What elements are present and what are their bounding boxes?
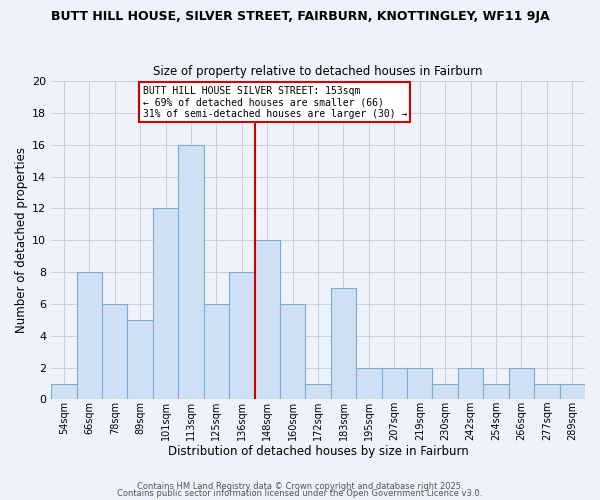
Bar	[102, 304, 127, 400]
Bar	[534, 384, 560, 400]
Bar	[178, 144, 203, 400]
Text: Contains HM Land Registry data © Crown copyright and database right 2025.: Contains HM Land Registry data © Crown c…	[137, 482, 463, 491]
Bar	[433, 384, 458, 400]
Bar	[254, 240, 280, 400]
Bar	[280, 304, 305, 400]
Text: BUTT HILL HOUSE SILVER STREET: 153sqm
← 69% of detached houses are smaller (66)
: BUTT HILL HOUSE SILVER STREET: 153sqm ← …	[143, 86, 407, 119]
Text: BUTT HILL HOUSE, SILVER STREET, FAIRBURN, KNOTTINGLEY, WF11 9JA: BUTT HILL HOUSE, SILVER STREET, FAIRBURN…	[50, 10, 550, 23]
X-axis label: Distribution of detached houses by size in Fairburn: Distribution of detached houses by size …	[168, 444, 469, 458]
Bar	[331, 288, 356, 400]
Title: Size of property relative to detached houses in Fairburn: Size of property relative to detached ho…	[154, 66, 483, 78]
Text: Contains public sector information licensed under the Open Government Licence v3: Contains public sector information licen…	[118, 490, 482, 498]
Bar	[77, 272, 102, 400]
Bar	[51, 384, 77, 400]
Bar	[356, 368, 382, 400]
Bar	[203, 304, 229, 400]
Y-axis label: Number of detached properties: Number of detached properties	[15, 147, 28, 333]
Bar	[484, 384, 509, 400]
Bar	[127, 320, 153, 400]
Bar	[458, 368, 484, 400]
Bar	[229, 272, 254, 400]
Bar	[382, 368, 407, 400]
Bar	[305, 384, 331, 400]
Bar	[407, 368, 433, 400]
Bar	[509, 368, 534, 400]
Bar	[153, 208, 178, 400]
Bar	[560, 384, 585, 400]
